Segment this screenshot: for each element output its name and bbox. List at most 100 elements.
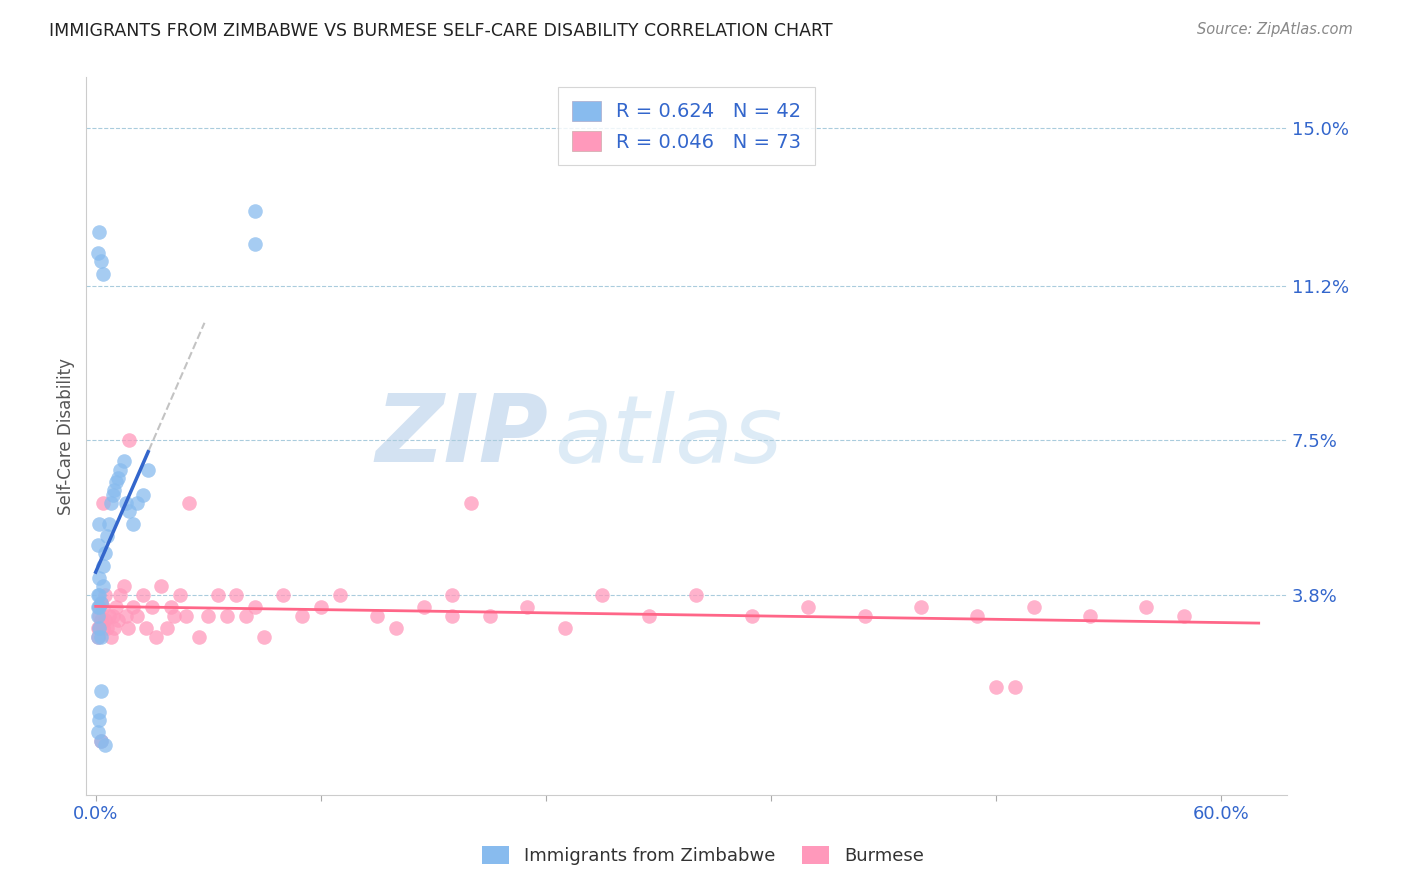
Point bbox=[1022, 600, 1045, 615]
Point bbox=[910, 600, 932, 615]
Point bbox=[100, 630, 122, 644]
Point bbox=[94, 738, 117, 752]
Point bbox=[86, 600, 108, 615]
Point bbox=[638, 608, 661, 623]
Point bbox=[114, 496, 136, 510]
Point bbox=[91, 621, 114, 635]
Point bbox=[105, 475, 128, 490]
Point bbox=[797, 600, 820, 615]
Point bbox=[86, 245, 108, 260]
Point bbox=[141, 600, 163, 615]
Point bbox=[385, 621, 408, 635]
Point bbox=[136, 462, 159, 476]
Legend: R = 0.624   N = 42, R = 0.046   N = 73: R = 0.624 N = 42, R = 0.046 N = 73 bbox=[558, 87, 815, 165]
Point bbox=[90, 596, 112, 610]
Point bbox=[243, 600, 266, 615]
Point bbox=[291, 608, 314, 623]
Point bbox=[97, 516, 120, 531]
Point bbox=[101, 488, 124, 502]
Point bbox=[478, 608, 501, 623]
Point bbox=[112, 454, 135, 468]
Point bbox=[253, 630, 276, 644]
Point bbox=[591, 588, 613, 602]
Point bbox=[125, 608, 148, 623]
Point bbox=[91, 267, 114, 281]
Point bbox=[207, 588, 229, 602]
Point bbox=[103, 483, 125, 498]
Point bbox=[107, 471, 129, 485]
Point bbox=[89, 608, 111, 623]
Legend: Immigrants from Zimbabwe, Burmese: Immigrants from Zimbabwe, Burmese bbox=[474, 837, 932, 874]
Point bbox=[159, 600, 181, 615]
Point bbox=[1004, 680, 1026, 694]
Point bbox=[122, 600, 145, 615]
Point bbox=[89, 571, 111, 585]
Point bbox=[118, 504, 141, 518]
Point bbox=[169, 588, 191, 602]
Point bbox=[86, 588, 108, 602]
Point bbox=[741, 608, 763, 623]
Point bbox=[89, 600, 111, 615]
Point bbox=[89, 588, 111, 602]
Point bbox=[97, 608, 120, 623]
Point bbox=[89, 516, 111, 531]
Text: Source: ZipAtlas.com: Source: ZipAtlas.com bbox=[1197, 22, 1353, 37]
Point bbox=[984, 680, 1007, 694]
Point bbox=[441, 588, 464, 602]
Point bbox=[96, 529, 118, 543]
Point bbox=[243, 203, 266, 218]
Point bbox=[966, 608, 988, 623]
Point bbox=[105, 600, 128, 615]
Point bbox=[174, 608, 197, 623]
Point bbox=[90, 734, 112, 748]
Point bbox=[328, 588, 350, 602]
Point bbox=[131, 488, 153, 502]
Point bbox=[516, 600, 538, 615]
Point bbox=[91, 600, 114, 615]
Point bbox=[86, 630, 108, 644]
Point bbox=[86, 621, 108, 635]
Point bbox=[163, 608, 186, 623]
Point bbox=[89, 621, 111, 635]
Point bbox=[225, 588, 247, 602]
Point bbox=[89, 600, 111, 615]
Point bbox=[187, 630, 209, 644]
Text: IMMIGRANTS FROM ZIMBABWE VS BURMESE SELF-CARE DISABILITY CORRELATION CHART: IMMIGRANTS FROM ZIMBABWE VS BURMESE SELF… bbox=[49, 22, 832, 40]
Point bbox=[96, 621, 118, 635]
Point bbox=[89, 713, 111, 727]
Point bbox=[309, 600, 332, 615]
Point bbox=[89, 225, 111, 239]
Point bbox=[1135, 600, 1157, 615]
Point bbox=[89, 621, 111, 635]
Point bbox=[125, 496, 148, 510]
Point bbox=[554, 621, 576, 635]
Point bbox=[243, 237, 266, 252]
Point bbox=[460, 496, 482, 510]
Point bbox=[103, 621, 125, 635]
Point bbox=[156, 621, 179, 635]
Point bbox=[131, 588, 153, 602]
Point bbox=[101, 608, 124, 623]
Point bbox=[90, 630, 112, 644]
Point bbox=[150, 579, 173, 593]
Point bbox=[853, 608, 876, 623]
Point bbox=[413, 600, 436, 615]
Point bbox=[108, 462, 131, 476]
Point bbox=[94, 613, 117, 627]
Point bbox=[100, 496, 122, 510]
Point bbox=[90, 254, 112, 268]
Point bbox=[112, 579, 135, 593]
Point bbox=[114, 608, 136, 623]
Point bbox=[86, 725, 108, 739]
Text: ZIP: ZIP bbox=[375, 391, 548, 483]
Point bbox=[86, 630, 108, 644]
Point bbox=[271, 588, 294, 602]
Point bbox=[90, 613, 112, 627]
Point bbox=[86, 608, 108, 623]
Point bbox=[89, 705, 111, 719]
Point bbox=[122, 516, 145, 531]
Point bbox=[107, 613, 129, 627]
Point bbox=[91, 579, 114, 593]
Point bbox=[86, 538, 108, 552]
Point bbox=[90, 734, 112, 748]
